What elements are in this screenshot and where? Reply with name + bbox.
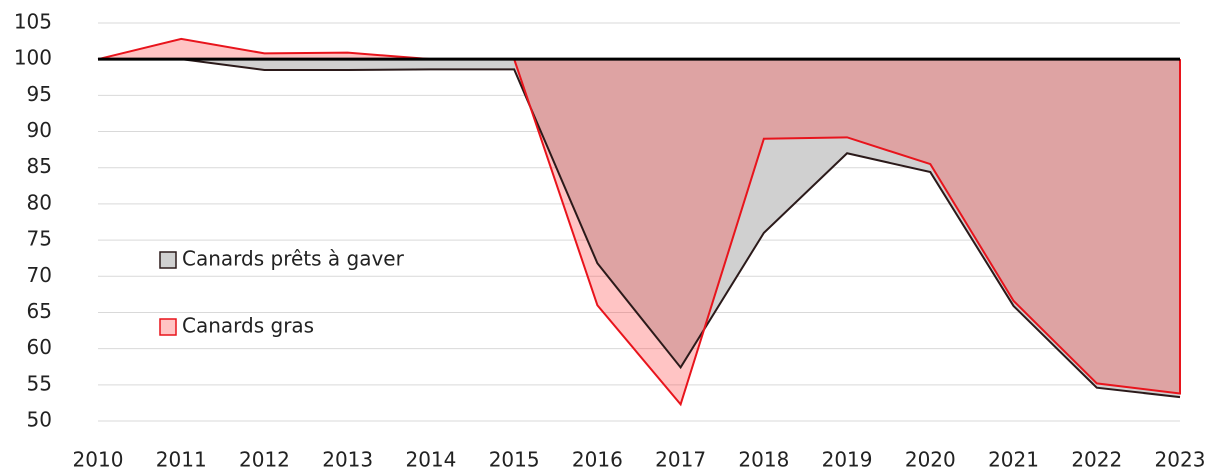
x-tick-label: 2021 [988,448,1039,470]
area-fill [98,38,1180,405]
x-tick-label: 2019 [822,448,873,470]
y-tick-label: 105 [14,10,52,34]
legend-label: Canards gras [182,314,314,338]
y-tick-label: 65 [27,299,52,323]
legend-swatch [159,318,177,336]
y-tick-label: 100 [14,46,52,70]
area-line [98,58,1181,399]
legend-swatch [159,251,177,269]
x-tick-label: 2016 [572,448,623,470]
y-tick-label: 70 [27,263,52,287]
x-tick-label: 2018 [738,448,789,470]
x-tick-label: 2012 [239,448,290,470]
area-fill [98,59,1180,398]
x-tick-label: 2010 [73,448,124,470]
y-tick-label: 80 [27,190,52,214]
y-tick-label: 50 [27,408,52,432]
y-tick-label: 55 [27,371,52,395]
x-tick-label: 2011 [156,448,207,470]
y-tick-label: 95 [27,82,52,106]
x-tick-label: 2014 [405,448,456,470]
x-tick-label: 2015 [489,448,540,470]
x-tick-label: 2020 [905,448,956,470]
y-tick-label: 75 [27,227,52,251]
x-tick-label: 2023 [1155,448,1206,470]
y-tick-label: 85 [27,154,52,178]
y-tick-label: 60 [27,335,52,359]
area-line [97,37,1181,407]
x-tick-label: 2022 [1071,448,1122,470]
x-tick-label: 2017 [655,448,706,470]
legend-label: Canards prêts à gaver [182,247,405,271]
x-tick-label: 2013 [322,448,373,470]
y-tick-label: 90 [27,118,52,142]
